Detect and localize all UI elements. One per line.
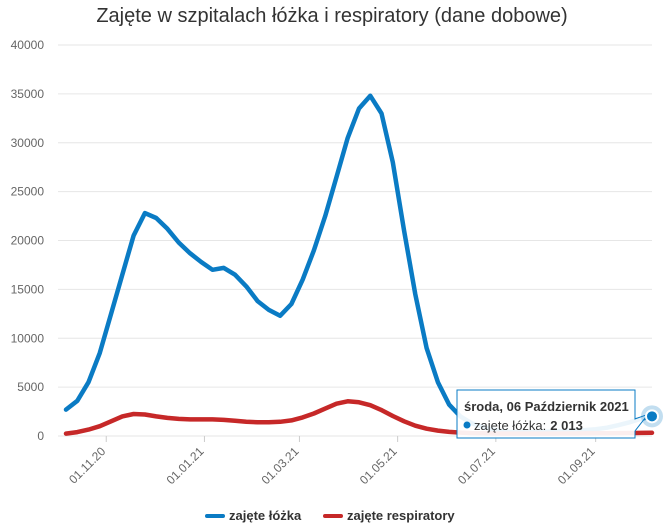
gridlines bbox=[58, 44, 652, 437]
tooltip-series-dot bbox=[463, 421, 471, 429]
tooltip-title: środa, 06 Październik 2021 bbox=[464, 399, 629, 414]
y-tick-label: 20000 bbox=[11, 234, 45, 248]
x-tick-label: 01.03.21 bbox=[259, 444, 302, 487]
tooltip-series-label: zajęte łóżka: bbox=[474, 418, 546, 433]
legend[interactable]: zajęte łóżka zajęte respiratory bbox=[205, 508, 455, 523]
legend-item[interactable]: zajęte łóżka bbox=[229, 508, 302, 523]
y-tick-label: 5000 bbox=[17, 380, 44, 394]
x-tick-label: 01.05.21 bbox=[357, 444, 400, 487]
tooltip-line: zajęte łóżka: 2 013 bbox=[474, 418, 583, 433]
series-lines bbox=[63, 93, 655, 436]
tooltip: środa, 06 Październik 2021 zajęte łóżka: 2… bbox=[456, 389, 663, 439]
tooltip-value: 2 013 bbox=[550, 418, 583, 433]
x-tick-label: 01.11.20 bbox=[66, 444, 109, 487]
y-axis-ticks: 0 5000 10000 15000 20000 25000 30000 35000 40000 bbox=[11, 38, 45, 443]
tooltip-box bbox=[456, 389, 650, 439]
x-tick-label: 01.09.21 bbox=[555, 444, 598, 487]
y-tick-label: 10000 bbox=[11, 331, 45, 345]
series-line-0[interactable] bbox=[63, 93, 655, 435]
y-tick-label: 25000 bbox=[11, 185, 45, 199]
y-tick-label: 0 bbox=[37, 429, 44, 443]
x-axis-ticks: 01.11.20 01.01.21 01.03.21 01.05.21 01.07.21… bbox=[66, 436, 598, 487]
x-tick-label: 01.01.21 bbox=[164, 444, 207, 487]
legend-item[interactable]: zajęte respiratory bbox=[347, 508, 455, 523]
y-tick-label: 30000 bbox=[11, 136, 45, 150]
y-tick-label: 35000 bbox=[11, 87, 45, 101]
x-tick-label: 01.07.21 bbox=[455, 444, 498, 487]
y-tick-label: 15000 bbox=[11, 282, 45, 296]
highlight-point[interactable] bbox=[645, 409, 659, 424]
chart-title: Zajęte w szpitalach łóżka i respiratory … bbox=[96, 5, 567, 27]
y-tick-label: 40000 bbox=[11, 38, 45, 52]
